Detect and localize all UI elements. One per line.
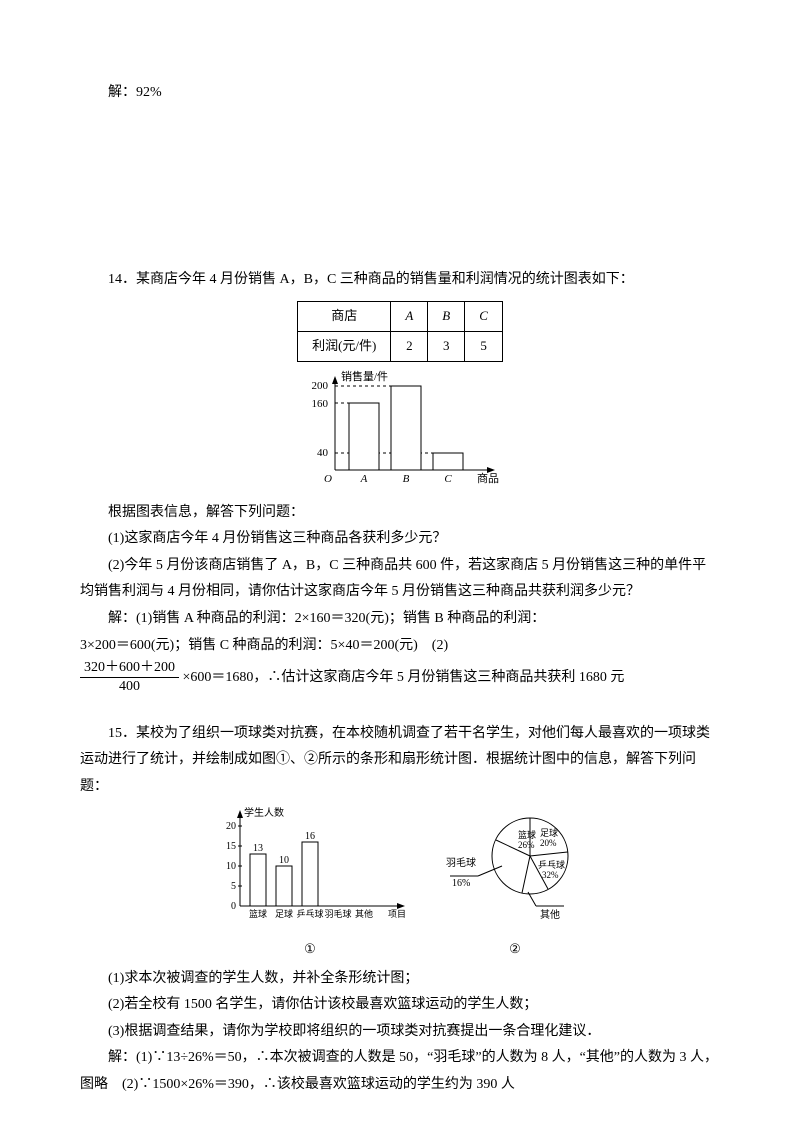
svg-text:20%: 20% [540, 838, 557, 848]
q14-th-c: C [465, 302, 503, 332]
svg-text:项目: 项目 [388, 909, 406, 919]
q14-th-b: B [428, 302, 465, 332]
svg-text:其他: 其他 [355, 908, 373, 919]
q15-sol: 解：(1)∵13÷26%＝50，∴本次被调查的人数是 50，“羽毛球”的人数为 … [80, 1045, 720, 1098]
svg-text:32%: 32% [542, 870, 559, 880]
q14-table: 商店 A B C 利润(元/件) 2 3 5 [297, 301, 503, 361]
svg-text:200: 200 [312, 380, 329, 392]
q15-pie-chart: 篮球 26% 足球 20% 乒乓球 32% 羽毛球 16% 其他 [440, 806, 590, 926]
svg-text:足球: 足球 [275, 908, 293, 919]
q14-after-chart: 根据图表信息，解答下列问题： [80, 500, 720, 527]
q15-sub2: (2)若全校有 1500 名学生，请你估计该校最喜欢篮球运动的学生人数； [80, 992, 720, 1019]
svg-text:160: 160 [312, 398, 329, 410]
q14-sub2: (2)今年 5 月份该商店销售了 A，B，C 三种商品共 600 件，若这家商店… [80, 553, 720, 606]
q15-stem: 15．某校为了组织一项球类对抗赛，在本校随机调查了若干名学生，对他们每人最喜欢的… [80, 721, 720, 801]
svg-text:足球: 足球 [540, 827, 558, 838]
svg-text:20: 20 [226, 821, 236, 832]
svg-text:B: B [403, 473, 410, 485]
svg-text:篮球: 篮球 [249, 908, 267, 919]
svg-text:40: 40 [317, 447, 329, 459]
svg-text:10: 10 [226, 861, 236, 872]
q14-row-label: 利润(元/件) [298, 331, 391, 361]
svg-text:A: A [360, 473, 368, 485]
q14-th-a: A [391, 302, 428, 332]
svg-text:C: C [444, 473, 452, 485]
svg-text:乒乓球: 乒乓球 [538, 859, 565, 870]
svg-text:羽毛球: 羽毛球 [446, 856, 476, 869]
svg-text:16%: 16% [452, 878, 470, 889]
q14-stem: 14．某商店今年 4 月份销售 A，B，C 三种商品的销售量和利润情况的统计图表… [80, 267, 720, 294]
answer-92: 解：92% [80, 80, 720, 107]
svg-text:篮球: 篮球 [518, 829, 536, 840]
q14-frac-den: 400 [80, 678, 179, 696]
q15-fig1-label: ① [210, 937, 410, 962]
q15-sub1: (1)求本次被调查的学生人数，并补全条形统计图； [80, 966, 720, 993]
svg-text:羽毛球: 羽毛球 [324, 908, 351, 919]
q15-bar-chart: 0 5 10 15 20 13 10 16 学生人数 篮球 足球 乒乓球 羽毛球… [210, 806, 410, 926]
q14-val-b: 3 [428, 331, 465, 361]
svg-text:O: O [324, 473, 332, 485]
svg-text:乒乓球: 乒乓球 [296, 908, 323, 919]
svg-text:销售量/件: 销售量/件 [341, 370, 388, 383]
svg-text:16: 16 [305, 831, 315, 842]
svg-text:13: 13 [253, 843, 263, 854]
svg-text:其他: 其他 [540, 908, 560, 921]
q15-sub3: (3)根据调查结果，请你为学校即将组织的一项球类对抗赛提出一条合理化建议． [80, 1019, 720, 1046]
q14-sol-line2: 3×200＝600(元)；销售 C 种商品的利润：5×40＝200(元) (2) [80, 633, 720, 660]
svg-text:26%: 26% [518, 840, 535, 850]
q14-sub1: (1)这家商店今年 4 月份销售这三种商品各获利多少元？ [80, 526, 720, 553]
svg-text:0: 0 [231, 901, 236, 912]
q15-figures: 0 5 10 15 20 13 10 16 学生人数 篮球 足球 乒乓球 羽毛球… [80, 806, 720, 961]
q14-th-store: 商店 [298, 302, 391, 332]
q14-sol-tail: ×600＝1680，∴估计这家商店今年 5 月份销售这三种商品共获利 1680 … [183, 670, 625, 685]
svg-text:学生人数: 学生人数 [244, 806, 284, 819]
svg-text:5: 5 [231, 881, 236, 892]
q14-sol-pre: 解：(1)销售 A 种商品的利润：2×160＝320(元)；销售 B 种商品的利… [80, 606, 720, 633]
q14-bar-chart: 200 160 40 销售量/件 A B C O 商品 [295, 370, 505, 490]
svg-text:10: 10 [279, 855, 289, 866]
q14-frac-num: 320＋600＋200 [80, 659, 179, 678]
q14-val-a: 2 [391, 331, 428, 361]
q15-fig2-label: ② [440, 937, 590, 962]
svg-text:15: 15 [226, 841, 236, 852]
q14-val-c: 5 [465, 331, 503, 361]
svg-text:商品: 商品 [477, 471, 499, 485]
q14-sol-frac-line: 320＋600＋200 400 ×600＝1680，∴估计这家商店今年 5 月份… [80, 659, 720, 696]
